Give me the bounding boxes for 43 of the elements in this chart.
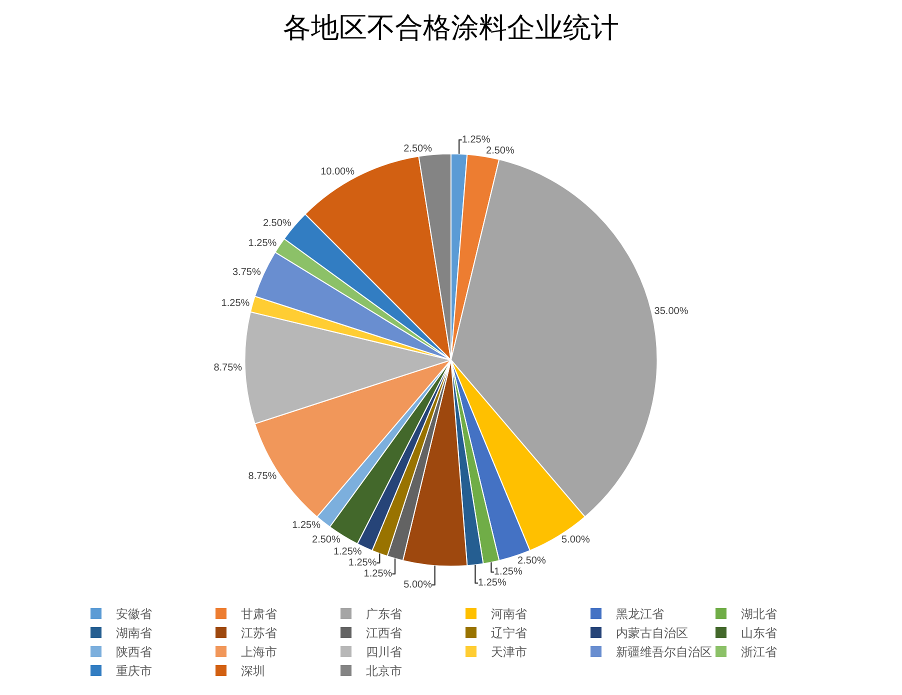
data-label: 2.50%: [517, 556, 546, 567]
legend-label: 四川省: [366, 645, 402, 660]
data-label: 2.50%: [486, 145, 514, 156]
data-label: 2.50%: [262, 218, 292, 230]
legend-label: 浙江省: [741, 645, 777, 660]
data-label: 1.25%: [248, 238, 277, 250]
data-label: 8.75%: [248, 470, 277, 482]
legend-label: 新疆维吾尔自治区: [616, 645, 712, 660]
data-label: 1.25%: [292, 520, 321, 531]
legend-label: 辽宁省: [491, 626, 527, 640]
legend-label: 上海市: [241, 645, 277, 660]
data-label: 5.00%: [404, 579, 432, 590]
legend-label: 天津市: [491, 645, 527, 660]
data-label: 1.25%: [462, 134, 490, 146]
data-label: 1.25%: [221, 298, 250, 310]
data-label: 1.25%: [478, 578, 506, 589]
data-label: 5.00%: [562, 534, 590, 546]
data-label: 2.50%: [312, 534, 340, 546]
legend-label: 安徽省: [116, 607, 152, 622]
legend-label: 深圳: [241, 664, 265, 678]
data-label: 2.50%: [404, 143, 432, 154]
data-label: 8.75%: [214, 362, 242, 374]
data-label: 1.25%: [348, 557, 377, 568]
chart-title: 各地区不合格涂料企业统计: [283, 12, 619, 43]
legend-label: 江苏省: [241, 626, 277, 640]
legend-label: 山东省: [741, 626, 777, 640]
legend-label: 陕西省: [116, 645, 152, 660]
data-label: 3.75%: [232, 267, 261, 278]
data-label: 1.25%: [333, 546, 362, 558]
legend-label: 湖北省: [741, 607, 777, 622]
legend-label: 黑龙江省: [616, 607, 664, 622]
legend-label: 北京市: [366, 664, 402, 678]
legend-label: 江西省: [366, 626, 402, 640]
legend-label: 甘肃省: [241, 607, 277, 622]
legend-label: 广东省: [366, 607, 402, 622]
data-label: 10.00%: [320, 166, 355, 178]
data-label: 35.00%: [654, 306, 688, 318]
legend-label: 湖南省: [116, 626, 152, 640]
data-label: 1.25%: [364, 568, 392, 580]
legend-label: 内蒙古自治区: [616, 626, 688, 640]
legend-label: 河南省: [491, 607, 527, 622]
legend-label: 重庆市: [116, 664, 152, 678]
data-label: 1.25%: [494, 566, 522, 578]
